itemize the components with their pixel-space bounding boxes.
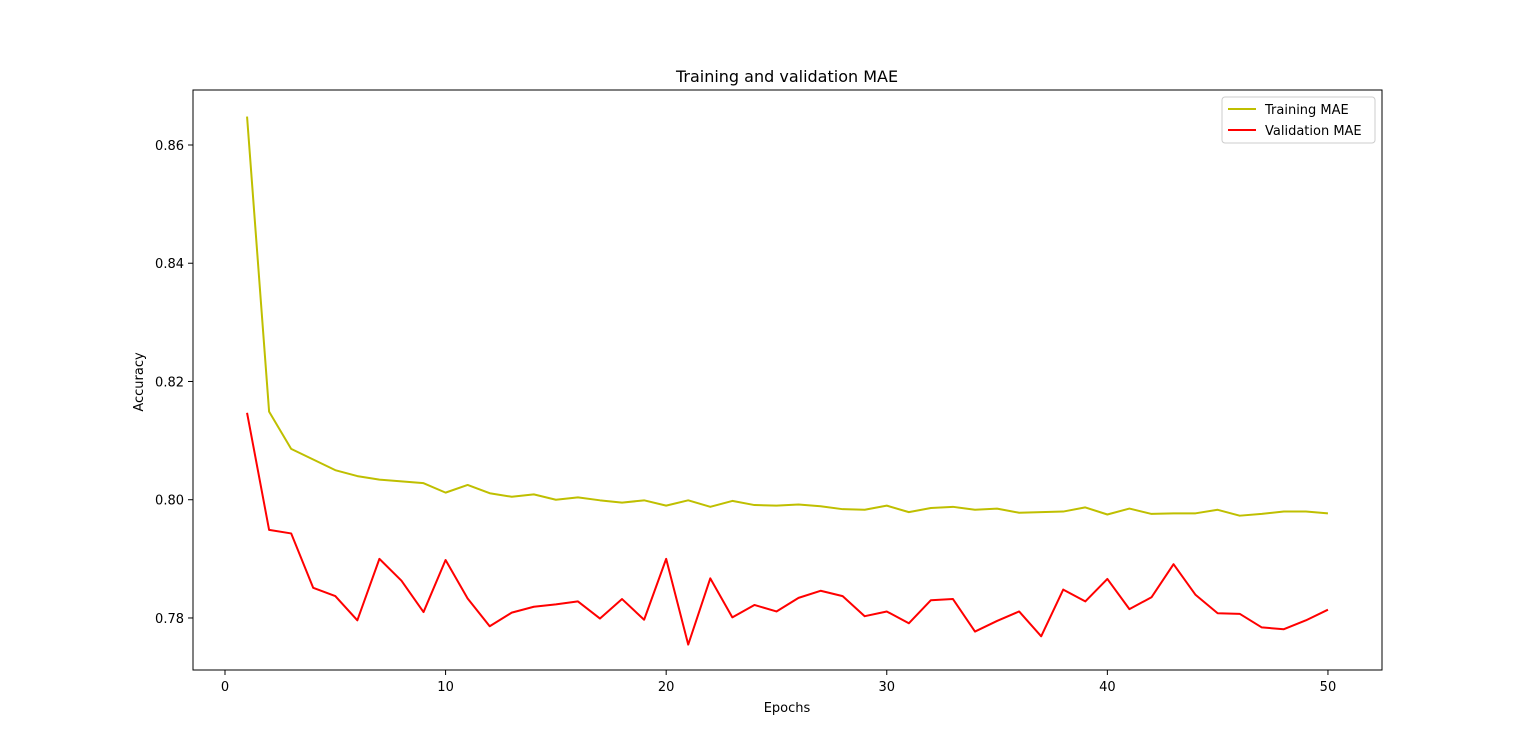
y-tick-label: 0.84 — [155, 257, 184, 272]
y-tick-label: 0.86 — [155, 139, 184, 154]
x-tick-label: 50 — [1320, 680, 1337, 695]
y-tick-label: 0.78 — [155, 612, 184, 627]
x-tick-label: 20 — [658, 680, 675, 695]
y-tick-label: 0.80 — [155, 494, 184, 509]
x-tick-label: 40 — [1099, 680, 1116, 695]
plot-area — [246, 116, 1329, 646]
legend-box — [1221, 96, 1376, 144]
x-tick-label: 30 — [878, 680, 895, 695]
axes: 0 10 20 30 40 50 0.78 0.80 0.82 0.84 0.86 — [155, 89, 1383, 695]
legend: Training MAE Validation MAE — [1221, 96, 1376, 144]
axes-frame — [192, 89, 1383, 671]
y-tick-label: 0.82 — [155, 375, 184, 390]
legend-label-training-mae: Training MAE — [1264, 103, 1349, 118]
y-axis-label: Accuracy — [132, 352, 147, 412]
chart-title: Training and validation MAE — [675, 67, 898, 86]
series-line-training-mae — [246, 116, 1329, 517]
legend-label-validation-mae: Validation MAE — [1265, 124, 1362, 139]
x-tick-label: 10 — [437, 680, 454, 695]
x-tick-label: 0 — [221, 680, 229, 695]
x-axis-label: Epochs — [764, 701, 811, 716]
series-line-validation-mae — [246, 412, 1329, 646]
